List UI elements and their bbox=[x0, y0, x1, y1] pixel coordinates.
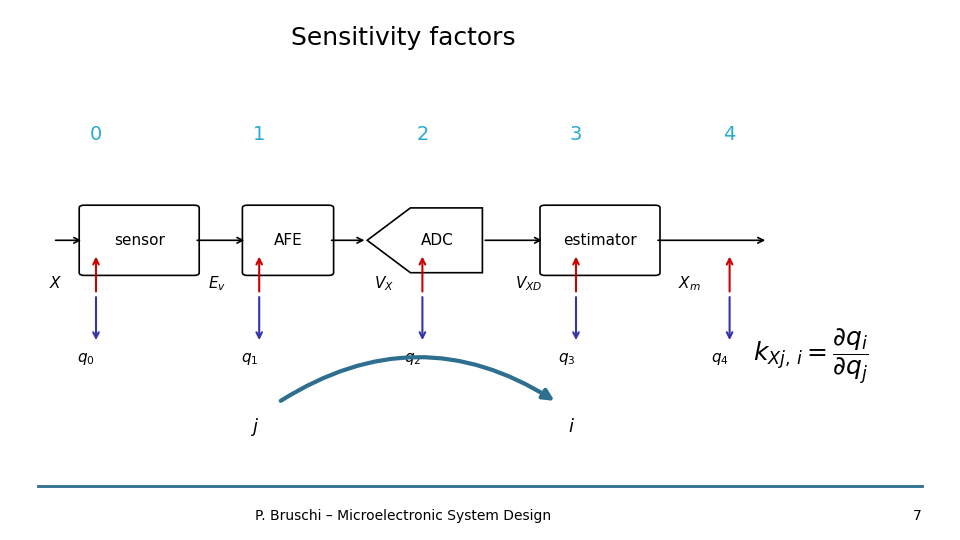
Text: 4: 4 bbox=[724, 125, 735, 145]
Text: sensor: sensor bbox=[114, 233, 164, 248]
Text: $q_2$: $q_2$ bbox=[404, 351, 421, 367]
Text: $q_4$: $q_4$ bbox=[711, 351, 729, 367]
Text: 1: 1 bbox=[253, 125, 265, 145]
Text: Sensitivity factors: Sensitivity factors bbox=[291, 26, 516, 50]
Text: $q_3$: $q_3$ bbox=[558, 351, 575, 367]
Text: $k_{Xj,\,i} = \dfrac{\partial q_i}{\partial q_j}$: $k_{Xj,\,i} = \dfrac{\partial q_i}{\part… bbox=[754, 327, 869, 386]
Text: $E_v$: $E_v$ bbox=[207, 274, 226, 293]
Text: P. Bruschi – Microelectronic System Design: P. Bruschi – Microelectronic System Desi… bbox=[255, 509, 551, 523]
Text: 7: 7 bbox=[913, 509, 922, 523]
Text: $q_0$: $q_0$ bbox=[78, 351, 95, 367]
Text: $V_{XD}$: $V_{XD}$ bbox=[515, 274, 542, 293]
Text: $X$: $X$ bbox=[49, 275, 62, 292]
Text: $X_m$: $X_m$ bbox=[678, 274, 701, 293]
Text: AFE: AFE bbox=[274, 233, 302, 248]
Text: j: j bbox=[252, 417, 257, 436]
Text: 0: 0 bbox=[90, 125, 102, 145]
Text: ADC: ADC bbox=[420, 233, 453, 248]
Text: 2: 2 bbox=[417, 125, 428, 145]
Text: $q_1$: $q_1$ bbox=[241, 351, 258, 367]
Text: $V_X$: $V_X$ bbox=[373, 274, 394, 293]
Text: 3: 3 bbox=[570, 125, 582, 145]
Text: estimator: estimator bbox=[564, 233, 636, 248]
Text: i: i bbox=[568, 417, 574, 436]
FancyArrowPatch shape bbox=[280, 357, 550, 401]
